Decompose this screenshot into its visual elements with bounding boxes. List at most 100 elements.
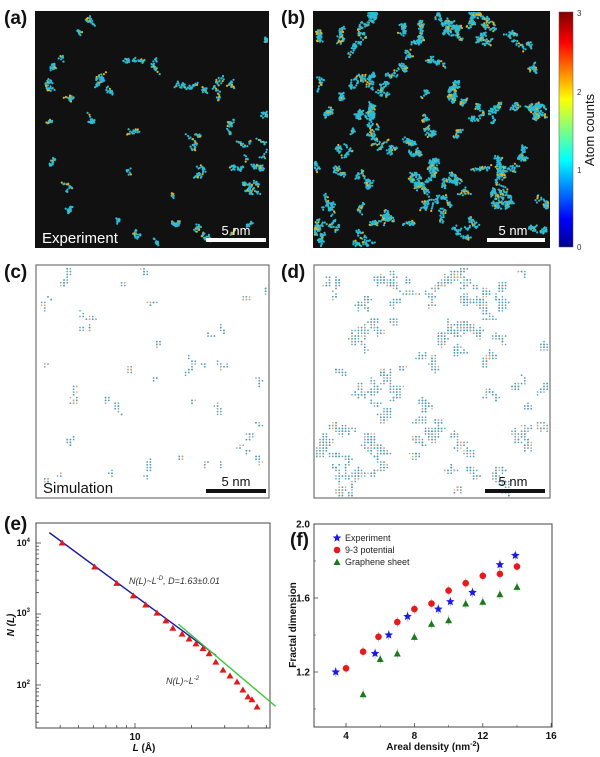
atom-dot (427, 200, 430, 203)
atom-dot (156, 346, 158, 349)
atom-dot (154, 241, 157, 244)
atom-dot (69, 209, 72, 212)
atom-dot (405, 56, 408, 59)
atom-dot (337, 167, 340, 170)
atom-dot (257, 164, 261, 167)
atom-dot (478, 106, 481, 109)
atom-dot (62, 96, 65, 99)
atom-dot (486, 24, 489, 27)
atom-dot (186, 86, 189, 89)
atom-dot (128, 60, 131, 64)
atom-dot (44, 82, 47, 86)
atom-dot (519, 154, 522, 157)
atom-map-b-points (313, 11, 550, 248)
atom-dot (372, 179, 375, 182)
atom-dot (203, 236, 206, 239)
atom-dot (152, 65, 155, 68)
atom-dot (361, 26, 364, 29)
atom-dot (390, 147, 393, 150)
atom-dot (354, 113, 357, 116)
atom-dot (453, 226, 457, 230)
atom-dot (490, 202, 493, 205)
atom-dot (47, 87, 50, 90)
atom-dot (421, 29, 424, 32)
atom-dot (127, 128, 130, 131)
atom-dot (191, 363, 193, 365)
atom-dot (542, 232, 545, 235)
atom-dot (490, 38, 493, 41)
atom-dot (204, 363, 206, 365)
atom-dot (135, 233, 138, 236)
atom-dot (198, 133, 201, 136)
atom-dot (427, 61, 430, 64)
atom-dot (327, 110, 330, 113)
atom-dot (382, 217, 385, 220)
atom-dot (172, 223, 176, 227)
atom-map-a-points (44, 15, 269, 247)
atom-dot (255, 377, 257, 379)
atom-dot (364, 73, 367, 76)
atom-dot (255, 137, 258, 140)
atom-dot (500, 184, 503, 187)
atom-dot (443, 23, 446, 26)
atom-dot (49, 85, 52, 88)
atom-dot (216, 89, 220, 92)
atom-dot (317, 31, 321, 35)
atom-dot (410, 43, 413, 46)
atom-dot (354, 177, 357, 180)
atom-dot (194, 363, 196, 365)
atom-dot (460, 447, 462, 449)
atom-dot (478, 114, 481, 117)
atom-dot (373, 135, 376, 138)
atom-dot (430, 60, 433, 64)
atom-dot (449, 20, 452, 23)
atom-dot (320, 224, 323, 227)
atom-dot (459, 193, 462, 196)
atom-dot (500, 170, 503, 173)
atom-dot (216, 405, 219, 407)
atom-dot (504, 186, 507, 189)
atom-dot (366, 134, 369, 137)
atom-dot (387, 74, 390, 77)
atom-dot (469, 19, 473, 23)
atom-dot (451, 27, 454, 30)
atom-dot (507, 34, 510, 37)
atom-dot (463, 192, 466, 195)
atom-dot (243, 181, 246, 184)
atom-dot (352, 240, 355, 243)
atom-dot (524, 105, 527, 108)
atom-dot (220, 77, 223, 80)
atom-dot (362, 109, 365, 112)
atom-dot (438, 209, 441, 212)
atom-dot (444, 194, 448, 197)
atom-dot (340, 35, 343, 38)
atom-dot (490, 108, 493, 111)
atom-dot (318, 40, 321, 43)
atom-dot (427, 191, 431, 194)
atom-dot (545, 116, 548, 119)
atom-dot (263, 152, 266, 156)
atom-dot (68, 186, 71, 190)
atom-dot (466, 234, 469, 237)
atom-dot (134, 128, 137, 131)
atom-dot (383, 85, 386, 89)
atom-dot (372, 81, 375, 84)
atom-dot (201, 173, 204, 176)
atom-dot (126, 59, 129, 62)
atom-dot (146, 475, 148, 477)
atom-dot (69, 402, 72, 405)
scale-bar-c (206, 489, 266, 493)
atom-dot (370, 144, 373, 147)
atom-dot (93, 24, 96, 27)
atom-dot (473, 220, 476, 223)
atom-dot (444, 211, 447, 214)
atom-dot (86, 111, 89, 114)
atom-dot (49, 159, 53, 162)
atom-dot (469, 236, 472, 239)
atom-dot (446, 22, 449, 25)
atom-dot (191, 86, 194, 89)
atom-dot (88, 17, 91, 20)
atom-dot (63, 279, 65, 281)
atom-dot (66, 96, 69, 99)
atom-dot (407, 177, 410, 180)
